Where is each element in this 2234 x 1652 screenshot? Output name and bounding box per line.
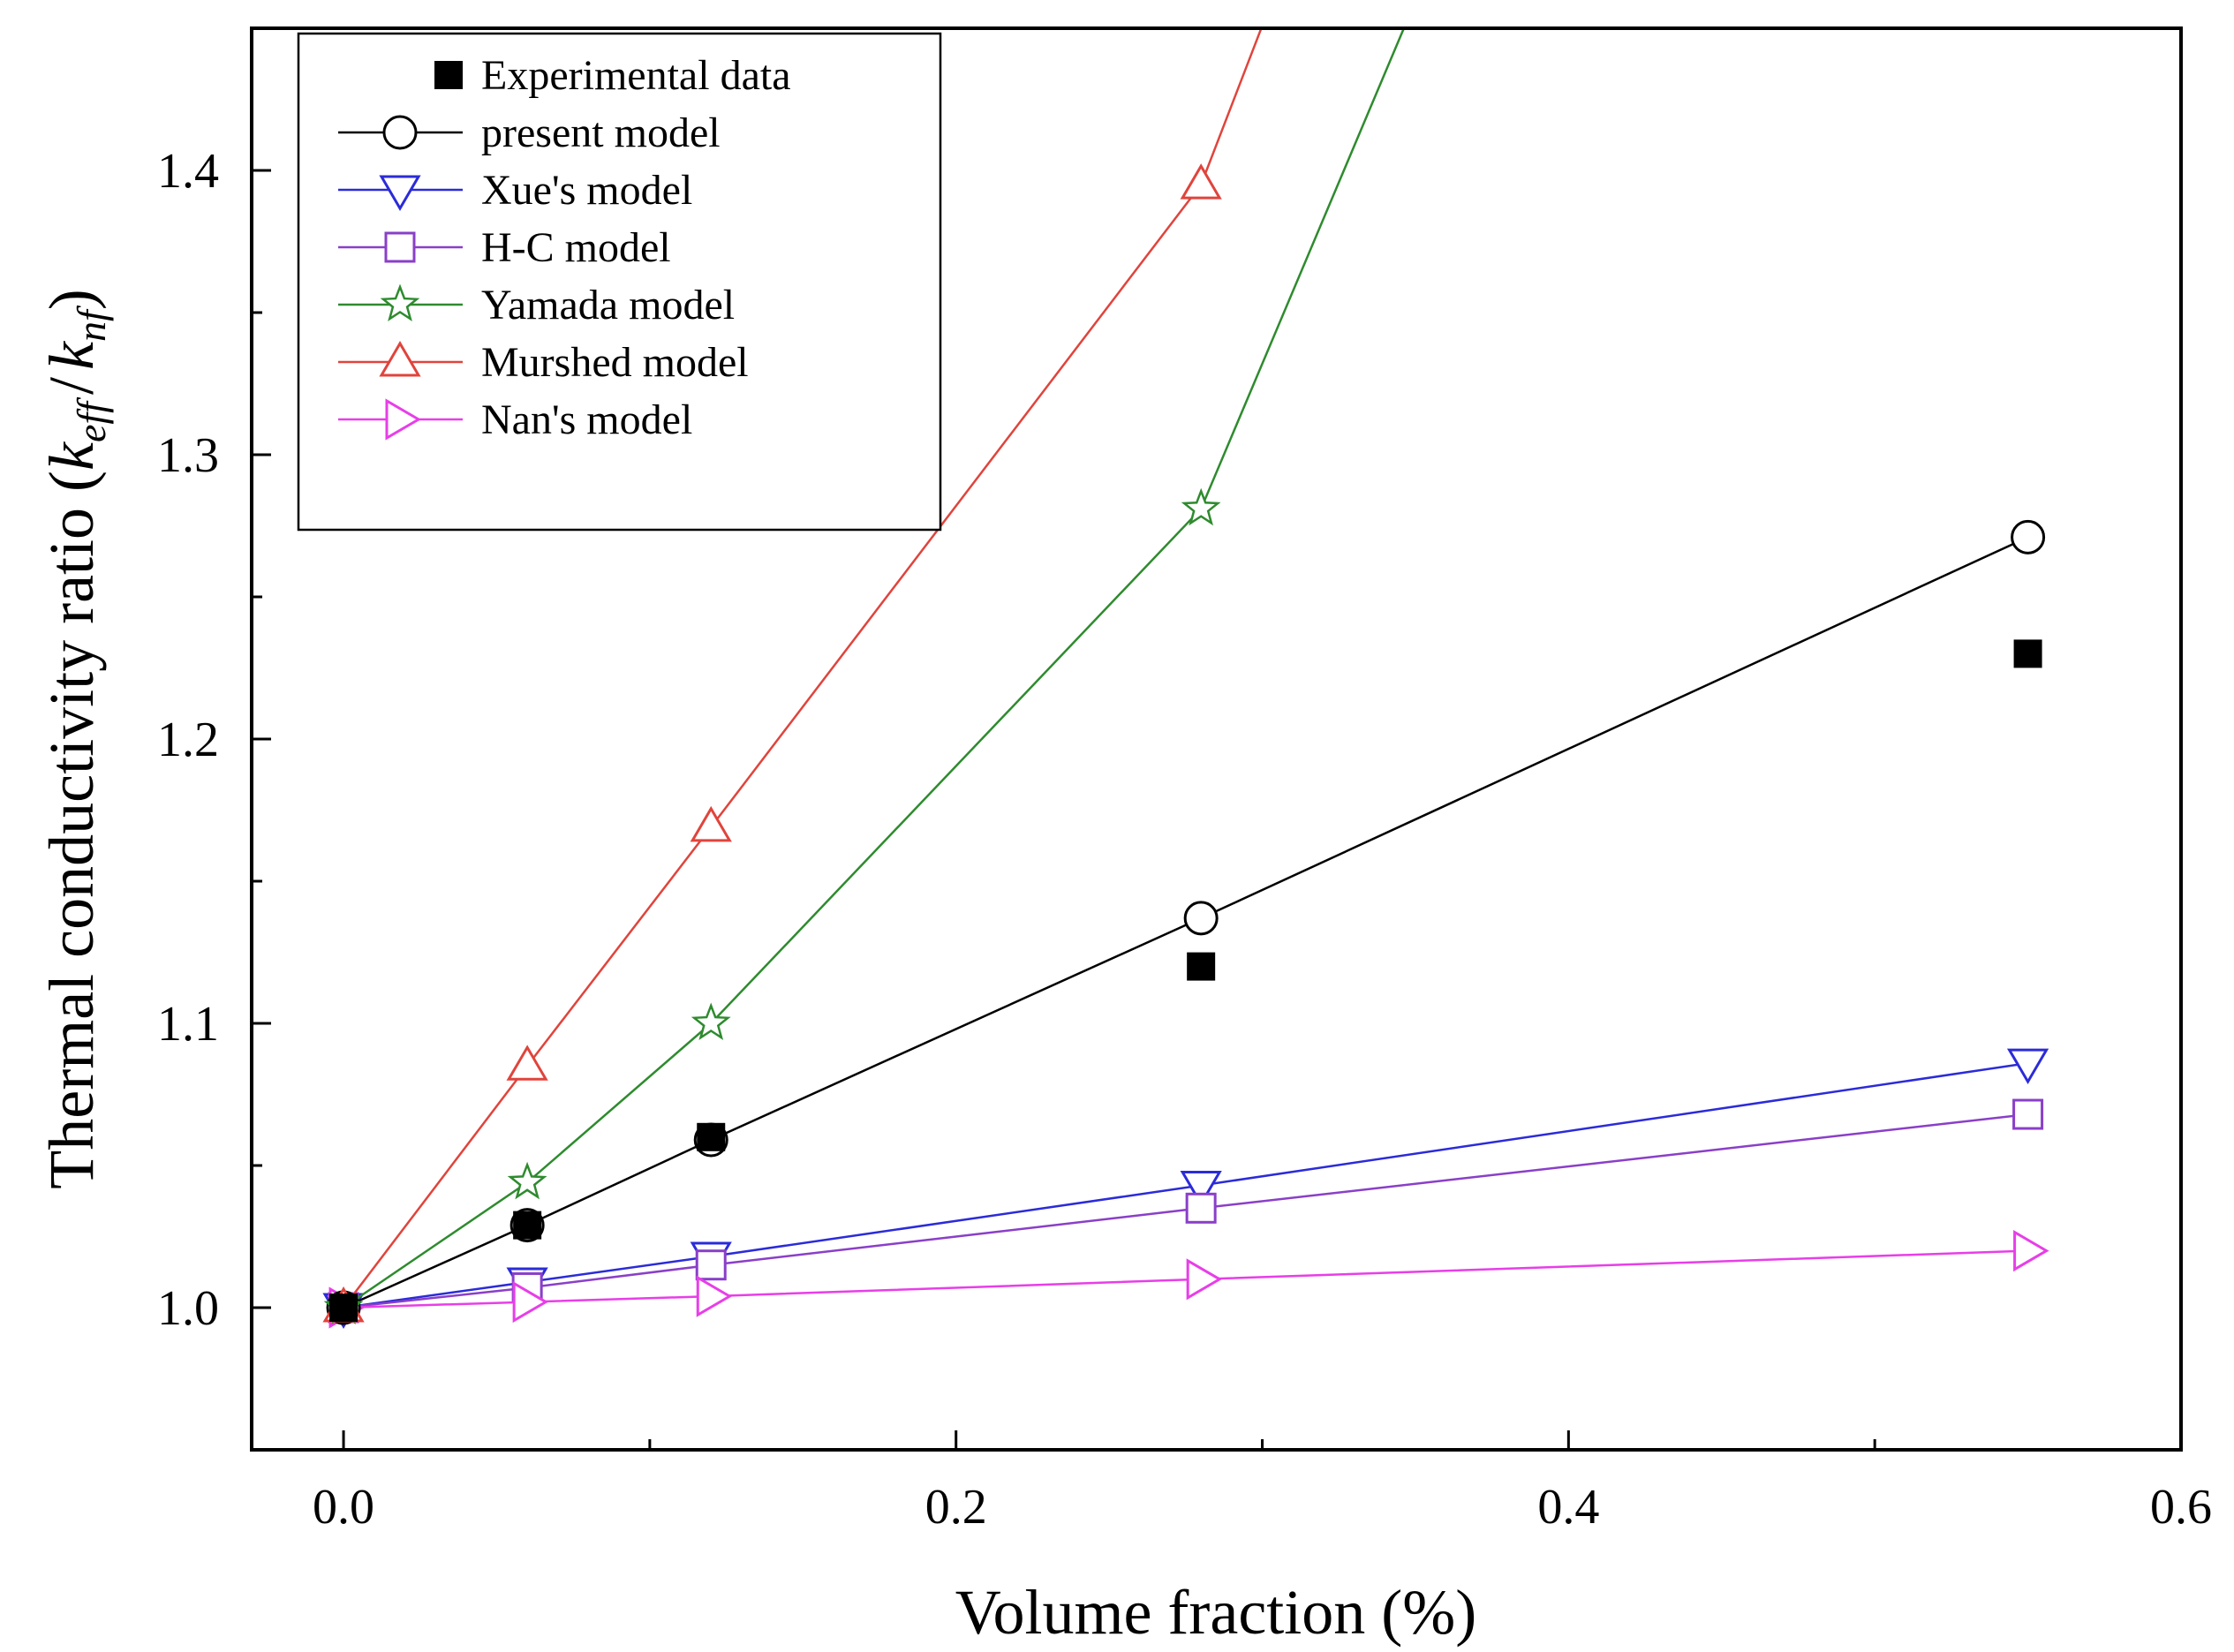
data-point-murshed-model xyxy=(1180,163,1222,200)
y-tick-label: 1.2 xyxy=(157,713,219,767)
y-tick-label: 1.3 xyxy=(157,428,219,483)
data-point-experimental-data xyxy=(1187,952,1216,981)
data-point-h-c-model xyxy=(1185,1192,1217,1224)
y-axis-title: Thermal conductivity ratio (keff/knf) xyxy=(36,289,114,1188)
data-point-experimental-data xyxy=(513,1211,542,1240)
legend-marker xyxy=(382,115,418,150)
series-xue-s-model xyxy=(322,1048,2049,1329)
legend-marker xyxy=(385,398,421,441)
axes-layer: 0.0 0.2 0.4 0.6 1.0 1.1 1.2 1.3 1.4 xyxy=(157,144,2212,1535)
data-point-present-model xyxy=(1183,901,1219,936)
y-axis-title-suffix: ) xyxy=(36,289,107,310)
y-axis-title-slash: / xyxy=(36,377,107,395)
legend-item-yamada-model: Yamada model xyxy=(338,282,735,328)
data-point-experimental-data xyxy=(2013,639,2042,668)
legend-item-h-c-model: H-C model xyxy=(338,224,671,271)
legend-label: Murshed model xyxy=(481,339,749,386)
x-tick-label: 0.6 xyxy=(2150,1480,2212,1535)
data-point-yamada-model xyxy=(507,1161,547,1200)
data-point-xue-s-model xyxy=(2006,1048,2049,1085)
legend-marker xyxy=(434,61,463,89)
legend-label: H-C model xyxy=(481,224,671,271)
y-axis-title-k-nf: k xyxy=(36,340,107,370)
y-axis-title-k-eff: k xyxy=(36,441,107,471)
legend-label: Yamada model xyxy=(481,282,735,328)
data-point-experimental-data xyxy=(329,1294,358,1322)
data-point-xue-s-model xyxy=(1180,1171,1222,1207)
legend-marker xyxy=(384,231,416,263)
legend-item-nan-s-model: Nan's model xyxy=(338,396,692,443)
data-point-experimental-data xyxy=(697,1122,726,1151)
y-tick-label: 1.0 xyxy=(157,1281,219,1336)
data-point-nan-s-model xyxy=(1186,1258,1223,1301)
legend-item-present-model: present model xyxy=(338,109,721,156)
x-tick-label: 0.2 xyxy=(925,1480,987,1535)
y-axis-title-sub-nf: nf xyxy=(69,305,114,342)
series-layer xyxy=(322,28,2049,1329)
series-line-xue-s-model xyxy=(343,1061,2028,1309)
legend-item-experimental-data: Experimental data xyxy=(434,52,791,99)
y-axis-title-sub-eff: eff xyxy=(69,396,114,442)
legend-label: Nan's model xyxy=(481,396,692,443)
data-point-nan-s-model xyxy=(512,1280,549,1324)
legend-marker xyxy=(380,283,420,322)
series-experimental-data xyxy=(329,639,2042,1322)
x-tick-label: 0.4 xyxy=(1537,1480,1599,1535)
series-h-c-model xyxy=(328,1098,2044,1324)
x-axis-title: Volume fraction (%) xyxy=(955,1577,1476,1648)
y-axis-title-prefix: Thermal conductivity ratio ( xyxy=(36,471,107,1189)
data-point-murshed-model xyxy=(506,1045,548,1081)
legend-marker xyxy=(379,341,421,377)
x-tick-label: 0.0 xyxy=(313,1480,374,1535)
data-point-yamada-model xyxy=(1181,487,1221,526)
legend-marker xyxy=(379,175,421,211)
legend-item-murshed-model: Murshed model xyxy=(338,339,749,386)
y-tick-label: 1.4 xyxy=(157,144,219,199)
legend-label: present model xyxy=(481,109,721,156)
legend-item-xue-s-model: Xue's model xyxy=(338,167,692,214)
data-point-nan-s-model xyxy=(2013,1229,2049,1272)
data-point-yamada-model xyxy=(691,1002,731,1041)
data-point-murshed-model xyxy=(690,805,732,842)
data-point-h-c-model xyxy=(695,1249,727,1281)
y-tick-label: 1.1 xyxy=(157,997,219,1052)
data-point-nan-s-model xyxy=(696,1275,733,1317)
legend-label: Experimental data xyxy=(481,52,791,99)
data-point-h-c-model xyxy=(2012,1098,2044,1130)
legend: Experimental data present model Xue's mode… xyxy=(297,32,942,532)
data-point-present-model xyxy=(2011,519,2046,554)
legend-label: Xue's model xyxy=(481,167,692,214)
